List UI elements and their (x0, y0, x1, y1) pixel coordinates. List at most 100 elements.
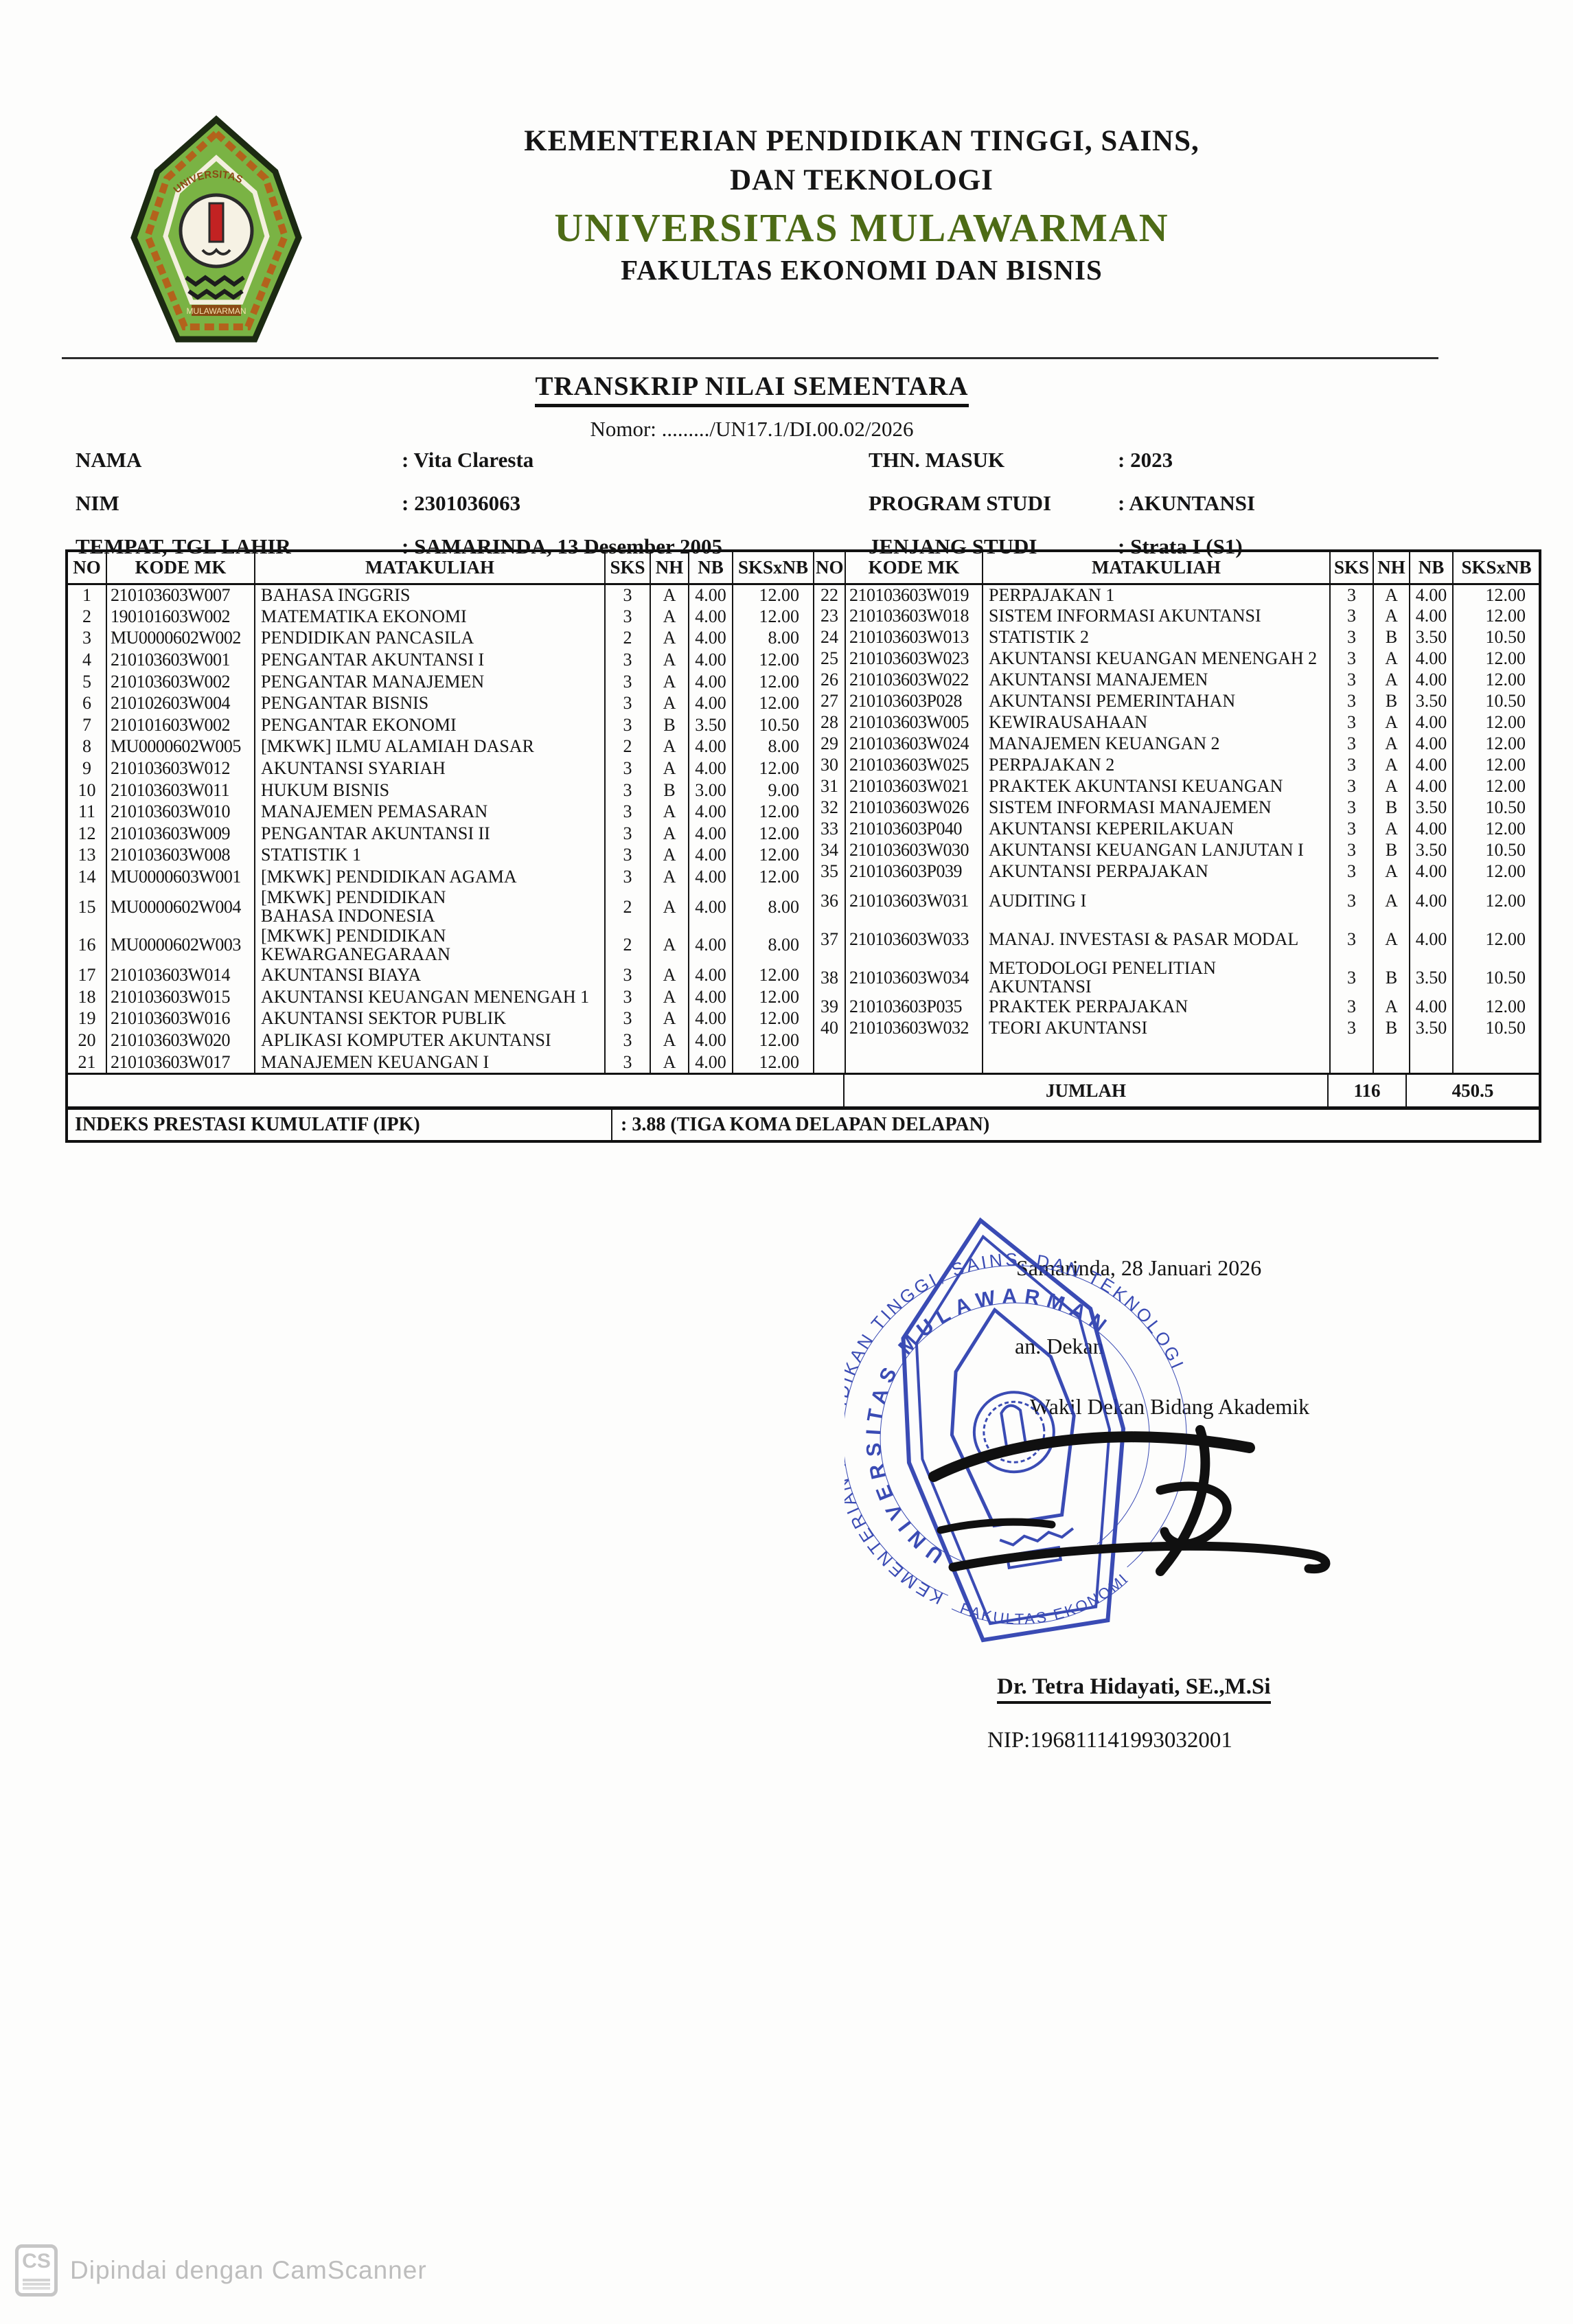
filler-cell (1373, 1038, 1410, 1073)
course-cell-nh: B (1373, 959, 1410, 996)
course-cell-sksxnb: 9.00 (732, 779, 813, 801)
course-row: 2 190101603W002 MATEMATIKA EKONOMI 3 A 4.00 12… (68, 605, 813, 628)
course-cell-sks: 3 (1329, 797, 1373, 818)
course-cell-matakuliah: SISTEM INFORMASI MANAJEMEN (982, 797, 1330, 818)
course-cell-nh: A (1373, 920, 1410, 959)
course-row: 11 210103603W010 MANAJEMEN PEMASARAN 3 A 4.00… (68, 801, 813, 823)
course-cell-matakuliah: AKUNTANSI PEMERINTAHAN (982, 690, 1330, 711)
course-cell-nb: 4.00 (688, 865, 733, 888)
course-cell-sks: 3 (604, 670, 650, 693)
course-cell-nb: 3.00 (688, 779, 733, 801)
course-cell-nh: A (650, 1029, 689, 1051)
table-header-row: NO KODE MK MATAKULIAH SKS NH NB SKSxNB (813, 552, 1539, 585)
course-cell-kode: 190101603W002 (106, 605, 255, 628)
course-cell-matakuliah: BAHASA INGGRIS (254, 584, 605, 606)
course-cell-sks: 3 (604, 1007, 650, 1029)
course-row: 21 210103603W017 MANAJEMEN KEUANGAN I 3 A 4.0… (68, 1051, 813, 1073)
course-row: 13 210103603W008 STATISTIK 1 3 A 4.00 12.00 (68, 844, 813, 866)
stamp-emblem-circle (972, 1391, 1055, 1474)
column-header-kode: KODE MK (845, 552, 983, 585)
course-cell-matakuliah: AKUNTANSI MANAJEMEN (982, 669, 1330, 690)
info-row-2: NIM : 2301036063 PROGRAM STUDI : AKUNTAN… (76, 491, 1504, 534)
course-cell-sksxnb: 12.00 (732, 1051, 813, 1073)
course-row: 17 210103603W014 AKUNTANSI BIAYA 3 A 4.00 12.0… (68, 964, 813, 986)
course-cell-matakuliah: [MKWK] ILMU ALAMIAH DASAR (254, 736, 605, 757)
course-cell-no: 8 (82, 736, 91, 757)
course-cell-sksxnb: 12.00 (1452, 648, 1539, 669)
course-cell-nb: 4.00 (688, 757, 733, 779)
course-cell-kode: MU0000603W001 (106, 865, 255, 888)
course-cell-no: 25 (813, 648, 845, 669)
course-cell-sks: 3 (1329, 605, 1373, 626)
course-cell-nb: 4.00 (1409, 996, 1453, 1018)
course-cell-kode: 210103603P039 (845, 861, 983, 882)
course-cell-nb: 4.00 (688, 1029, 733, 1051)
course-cell-matakuliah: PENDIDIKAN PANCASILA (254, 627, 605, 649)
course-cell-sks: 3 (604, 584, 650, 606)
camscanner-icon-pages (23, 2279, 50, 2281)
course-cell-sks: 3 (1329, 669, 1373, 690)
table-header-row: NO KODE MK MATAKULIAH SKS NH NB SKSxNB (68, 552, 813, 585)
filler-cell (982, 1038, 1330, 1073)
course-cell-nh: A (650, 1007, 689, 1029)
course-row: 29 210103603W024 MANAJEMEN KEUANGAN 2 3 A 4.0… (813, 733, 1539, 754)
info-row-1: NAMA : Vita Claresta THN. MASUK : 2023 (76, 448, 1504, 491)
course-cell-kode: MU0000602W005 (106, 736, 255, 757)
ministry-line2: DAN TEKNOLOGI (730, 163, 994, 196)
course-cell-matakuliah: APLIKASI KOMPUTER AKUNTANSI (254, 1029, 605, 1051)
course-cell-sksxnb: 10.50 (1452, 626, 1539, 648)
course-cell-sks: 2 (604, 887, 650, 926)
course-cell-sksxnb: 12.00 (1452, 775, 1539, 797)
faculty-name: FAKULTAS EKONOMI DAN BISNIS (621, 253, 1103, 286)
course-row: 33 210103603P040 AKUNTANSI KEPERILAKUAN 3 A 4… (813, 818, 1539, 839)
course-cell-sksxnb: 12.00 (1452, 920, 1539, 959)
course-cell-matakuliah: AKUNTANSI BIAYA (254, 964, 605, 986)
course-cell-matakuliah: PENGANTAR AKUNTANSI II (254, 822, 605, 845)
course-cell-no: 24 (813, 626, 845, 648)
course-cell-sks: 3 (1329, 584, 1373, 605)
column-header-kode: KODE MK (106, 552, 255, 585)
column-header-no: NO (813, 552, 845, 585)
course-cell-matakuliah: PRAKTEK AKUNTANSI KEUANGAN (982, 775, 1330, 797)
course-cell-sks: 3 (604, 757, 650, 779)
course-cell-sksxnb: 12.00 (1452, 882, 1539, 920)
course-cell-nb: 4.00 (688, 584, 733, 606)
program-studi-label: PROGRAM STUDI (869, 491, 1052, 515)
course-cell-sksxnb: 12.00 (732, 844, 813, 866)
column-header-sksxnb: SKSxNB (732, 552, 813, 585)
course-row: 30 210103603W025 PERPAJAKAN 2 3 A 4.00 12.00 (813, 754, 1539, 775)
course-cell-nh: A (1373, 754, 1410, 775)
course-cell-sks: 3 (1329, 1017, 1373, 1039)
course-cell-kode: 210103603W034 (845, 959, 983, 996)
signature-date: Samarinda, 28 Januari 2026 (1016, 1255, 1262, 1280)
course-cell-sksxnb: 12.00 (732, 1007, 813, 1029)
course-cell-sksxnb: 12.00 (1452, 669, 1539, 690)
filler-cell (845, 1038, 983, 1073)
course-cell-no: 15 (78, 896, 96, 917)
course-cell-matakuliah: METODOLOGI PENELITIAN AKUNTANSI (982, 959, 1330, 996)
course-cell-nh: A (650, 670, 689, 693)
course-cell-nb: 4.00 (1409, 584, 1453, 605)
course-cell-sksxnb: 12.00 (732, 584, 813, 606)
course-cell-nb: 4.00 (688, 692, 733, 714)
course-cell-nb: 4.00 (688, 1051, 733, 1073)
document-number: Nomor: ........./UN17.1/DI.00.02/2026 (590, 417, 914, 441)
course-cell-no: 39 (813, 996, 845, 1018)
course-cell-nb: 4.00 (688, 964, 733, 986)
course-cell-nb: 4.00 (1409, 920, 1453, 959)
course-cell-sks: 3 (1329, 996, 1373, 1018)
course-cell-kode: 210103603W030 (845, 839, 983, 861)
jumlah-label: JUMLAH (845, 1075, 1329, 1106)
course-cell-kode: 210103603W024 (845, 733, 983, 754)
logo-band-bottom-text: MULAWARMAN (186, 306, 246, 316)
filler-cell (1329, 1038, 1373, 1073)
course-cell-nb: 3.50 (1409, 959, 1453, 996)
course-row: 23 210103603W018 SISTEM INFORMASI AKUNTANS… (813, 605, 1539, 626)
course-cell-no: 10 (78, 779, 96, 800)
course-cell-matakuliah: MATEMATIKA EKONOMI (254, 605, 605, 628)
course-cell-nb: 4.00 (688, 986, 733, 1008)
course-cell-kode: 210103603W033 (845, 920, 983, 959)
course-cell-no: 9 (82, 758, 91, 779)
filler-cell (1452, 1038, 1539, 1073)
course-cell-kode: 210103603W007 (106, 584, 255, 606)
